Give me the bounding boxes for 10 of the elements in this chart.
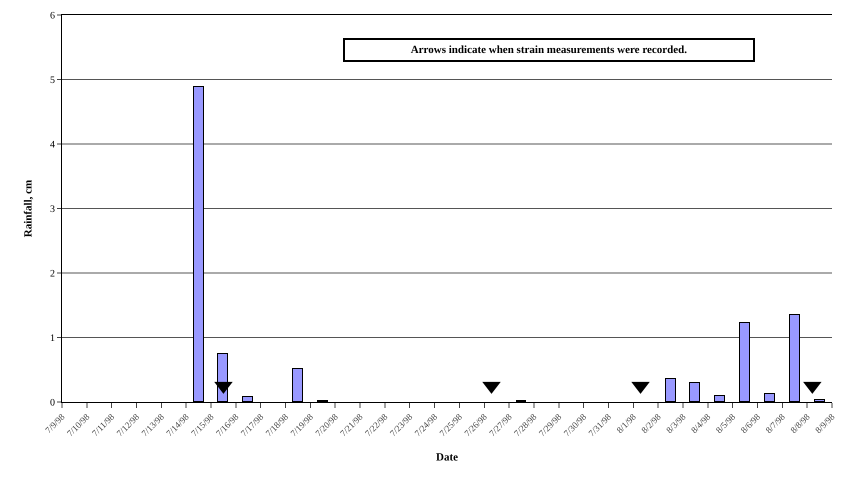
y-axis-title: Rainfall, cm [22, 180, 35, 238]
y-tick-label: 2 [50, 268, 55, 280]
y-tick-label: 3 [50, 204, 55, 215]
annotation: Arrows indicate when strain measurements were recorded. [410, 44, 688, 56]
y-tick-label: 5 [50, 75, 55, 86]
y-tick-label: 1 [50, 333, 55, 344]
x-axis-title: Date [436, 452, 458, 464]
y-tick-label: 6 [50, 10, 55, 22]
y-tick-label: 4 [50, 140, 55, 150]
y-tick-label: 0 [50, 398, 55, 408]
